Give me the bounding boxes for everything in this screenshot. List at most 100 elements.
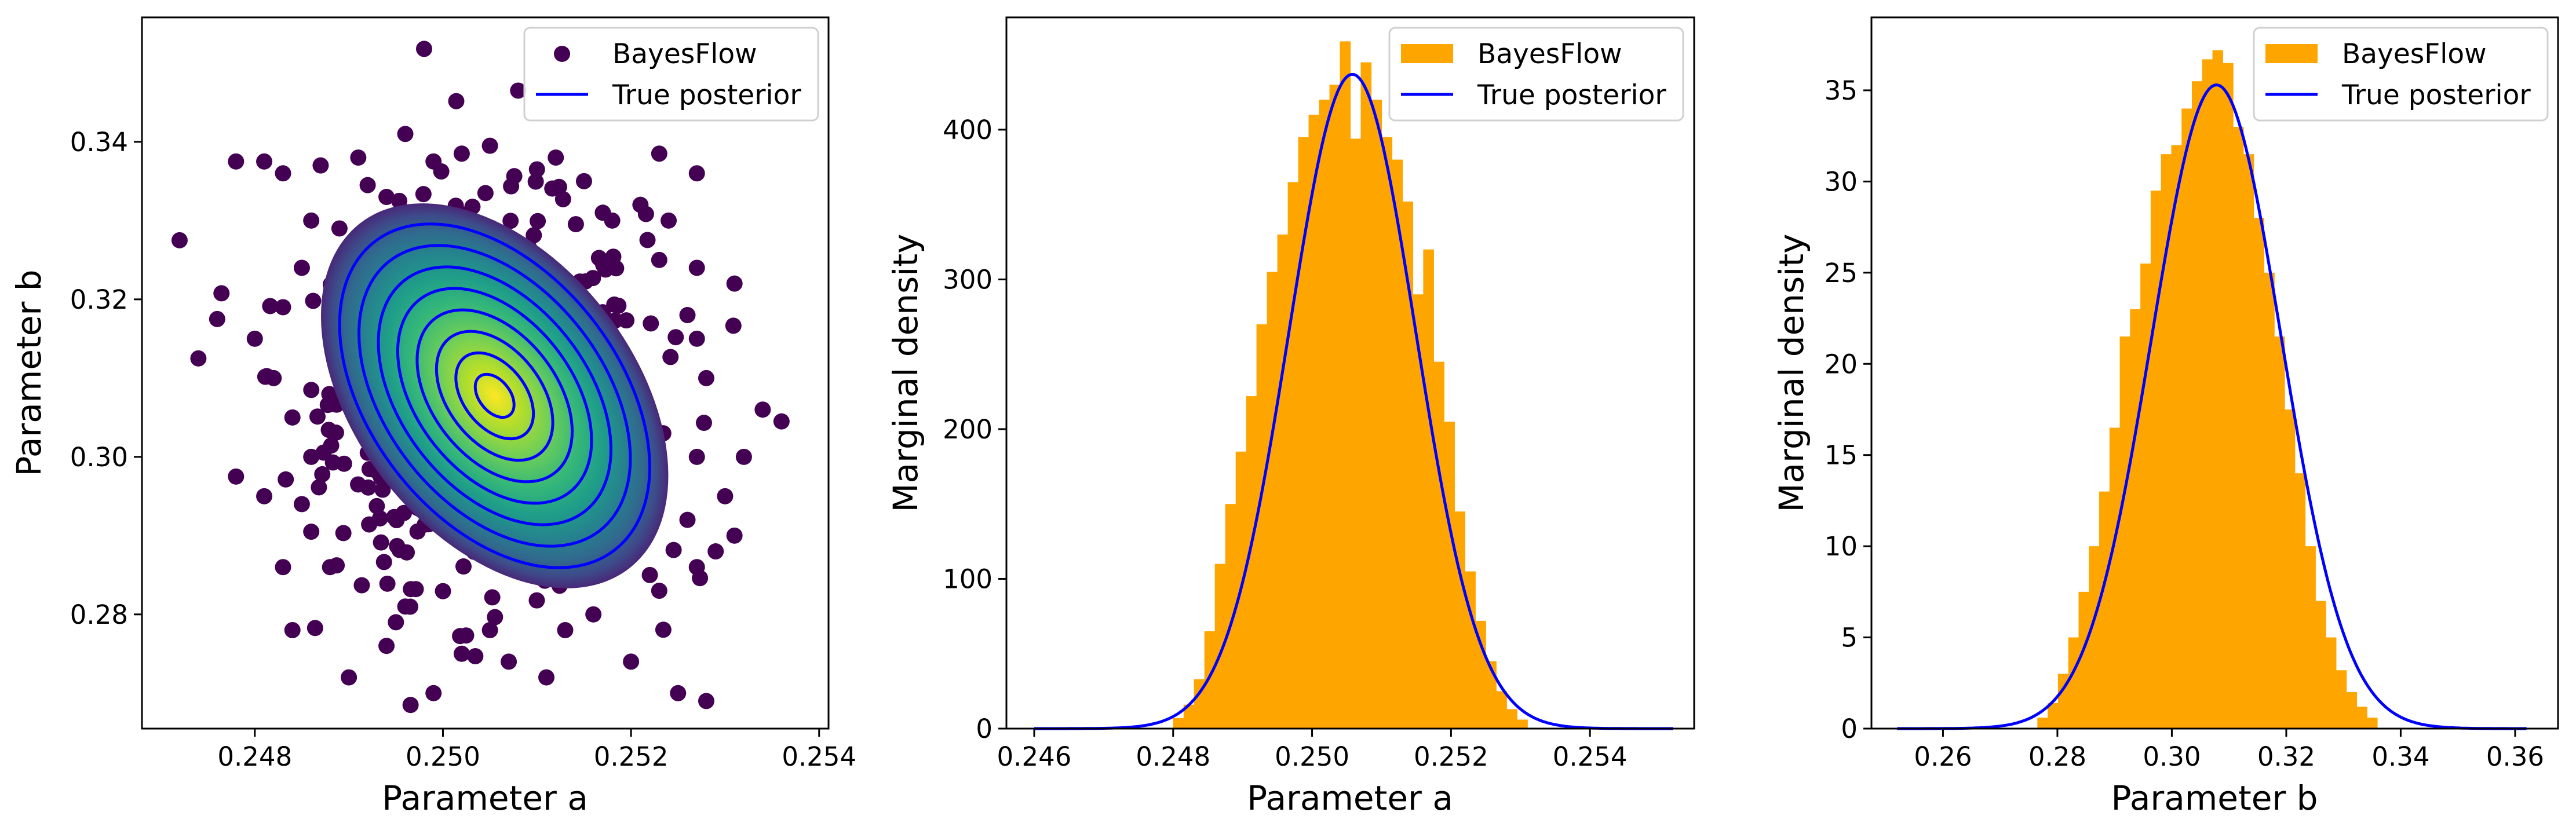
scatter-point — [284, 409, 301, 426]
contour-line — [377, 265, 612, 526]
scatter-point — [213, 285, 230, 302]
scatter-point — [388, 614, 404, 631]
x-tick-label: 0.36 — [2486, 741, 2544, 772]
scatter-point — [375, 554, 392, 570]
scatter-point — [303, 524, 320, 540]
scatter-point — [256, 153, 273, 170]
histogram-bar — [1360, 62, 1372, 729]
scatter-point — [651, 145, 667, 162]
histogram-bar — [2223, 63, 2234, 729]
scatter-point — [487, 609, 503, 626]
scatter-point — [378, 638, 395, 654]
scatter-point — [637, 206, 654, 222]
scatter-point — [228, 153, 245, 170]
scatter-point — [667, 329, 684, 346]
scatter-point — [371, 510, 388, 527]
x-axis-label: Parameter b — [2111, 778, 2318, 818]
scatter-point — [455, 558, 472, 575]
scatter-point — [695, 415, 712, 431]
scatter-point — [435, 583, 451, 599]
scatter-point — [585, 270, 601, 287]
x-tick-label: 0.30 — [2143, 741, 2201, 772]
legend: BayesFlow True posterior — [1388, 27, 1684, 122]
histogram-bar — [1183, 704, 1195, 729]
histogram-bar — [1350, 138, 1362, 729]
scatter-point — [303, 448, 320, 465]
histogram-bar — [2367, 718, 2378, 729]
scatter-point — [329, 557, 345, 574]
scatter-point — [530, 213, 546, 229]
scatter-point — [303, 382, 320, 398]
y-tick-label: 35 — [1825, 75, 1858, 106]
scatter-point — [618, 312, 635, 329]
scatter-point — [453, 145, 470, 162]
legend-box — [1388, 27, 1684, 122]
scatter-point — [679, 307, 696, 324]
scatter-point — [481, 137, 498, 154]
scatter-point — [320, 422, 337, 438]
x-tick-label: 0.254 — [782, 741, 856, 772]
contour-line — [435, 330, 554, 462]
scatter-plot-area — [171, 41, 790, 714]
histogram-bar — [2181, 108, 2192, 729]
true-posterior-line — [1897, 83, 2527, 730]
scatter-point — [452, 628, 469, 645]
scatter-point — [698, 693, 714, 709]
y-axis-ticks: 0 5 10 15 20 25 30 35 — [1825, 75, 1871, 744]
scatter-point — [567, 216, 584, 233]
x-tick-label: 0.248 — [1136, 741, 1210, 772]
scatter-point — [502, 213, 519, 229]
scatter-point — [293, 259, 310, 276]
scatter-point — [407, 581, 424, 598]
scatter-point — [315, 444, 332, 461]
scatter-point — [171, 232, 188, 248]
scatter-point — [726, 527, 743, 544]
histogram-b-plot-area — [1897, 50, 2527, 730]
scatter-point — [717, 488, 734, 504]
legend-label-bayesflow: BayesFlow — [612, 38, 757, 70]
contour-line — [454, 351, 535, 441]
y-tick-label: 30 — [1825, 166, 1858, 197]
y-tick-label: 0 — [976, 714, 993, 744]
scatter-point — [548, 149, 564, 166]
histogram-bar — [1413, 294, 1424, 729]
histogram-bar — [1392, 159, 1403, 729]
y-tick-label: 0.28 — [70, 599, 128, 630]
scatter-point — [275, 299, 291, 316]
x-tick-label: 0.32 — [2257, 741, 2315, 772]
histogram-bar — [2326, 637, 2337, 729]
scatter-point — [314, 466, 331, 482]
histogram-bar — [2119, 336, 2130, 729]
y-tick-label: 15 — [1825, 440, 1858, 471]
scatter-point — [425, 685, 442, 701]
scatter-point — [312, 157, 329, 174]
scatter-point — [698, 370, 714, 386]
histogram-bar — [2109, 427, 2121, 729]
x-tick-label: 0.28 — [2028, 741, 2086, 772]
histogram-bar — [1486, 661, 1497, 729]
legend-marker-bayesflow — [554, 46, 570, 62]
scatter-point — [305, 292, 322, 309]
scatter-point — [378, 189, 395, 206]
histogram-bar — [1173, 718, 1184, 729]
marginal-a-panel: 0.246 0.248 0.250 0.252 0.254 0100200300400 … — [886, 16, 1695, 818]
scatter-point — [639, 232, 656, 248]
histogram-bar — [1465, 571, 1476, 729]
histogram-bar — [1204, 631, 1216, 729]
scatter-point — [353, 577, 370, 594]
histogram-bar — [2243, 154, 2254, 729]
histogram-bar — [1287, 182, 1299, 729]
scatter-point — [293, 496, 310, 513]
scatter-point — [275, 165, 291, 182]
histogram-bar — [2140, 264, 2151, 729]
scatter-point — [665, 542, 682, 558]
histogram-bar — [1423, 249, 1434, 729]
histogram-bar — [2130, 309, 2141, 729]
scatter-point — [557, 622, 574, 639]
contour-line — [338, 222, 651, 569]
x-tick-label: 0.250 — [406, 741, 480, 772]
scatter-point — [679, 511, 696, 528]
contour-line — [396, 287, 593, 505]
scatter-point — [379, 575, 396, 592]
legend-label-bayesflow: BayesFlow — [1477, 38, 1622, 70]
